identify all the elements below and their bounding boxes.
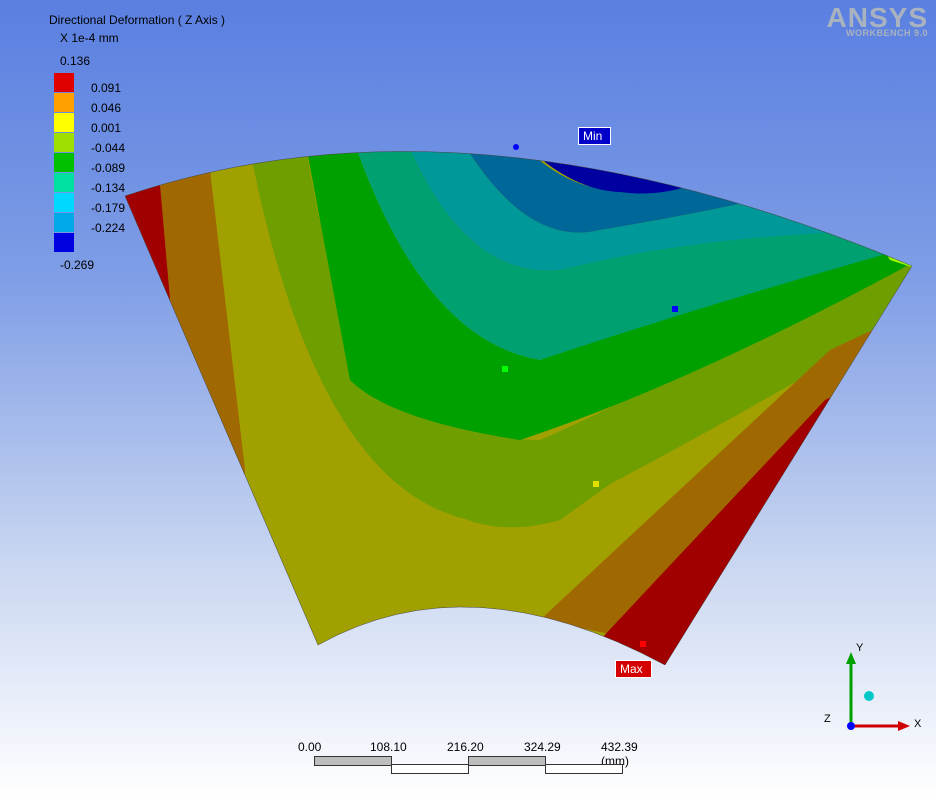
scale-tick-label: 324.29 xyxy=(524,740,561,754)
band-teal xyxy=(350,151,912,360)
probe-point xyxy=(513,144,519,150)
logo-name: ANSYS xyxy=(826,2,928,33)
min-probe-tag[interactable]: Min xyxy=(578,127,612,145)
legend-swatch xyxy=(54,173,74,192)
legend-swatch xyxy=(54,193,74,212)
band-cyan xyxy=(400,151,912,271)
probe-point xyxy=(502,366,508,372)
scale-bar: 0.00 108.10 216.20 324.29 432.39 (mm) xyxy=(296,738,656,788)
legend-value: 0.001 xyxy=(91,121,122,135)
probe-point xyxy=(593,481,599,487)
probe-point xyxy=(640,641,646,647)
triad-x-label: X xyxy=(914,718,922,730)
legend-value: 0.046 xyxy=(91,101,122,115)
logo-subtitle: WORKBENCH 9.0 xyxy=(845,28,928,38)
scale-segment xyxy=(314,756,392,766)
legend-value: -0.224 xyxy=(91,221,126,235)
band-olivegreen-main xyxy=(262,151,912,528)
coordinate-triad[interactable] xyxy=(818,640,928,750)
legend-value: -0.134 xyxy=(91,181,126,195)
triad-y-label: Y xyxy=(856,642,864,654)
legend-swatch xyxy=(54,233,74,252)
legend-value: -0.089 xyxy=(91,161,126,175)
scale-tick-label: 0.00 xyxy=(298,740,322,754)
legend-swatch xyxy=(54,213,74,232)
band-blueteal xyxy=(450,151,800,233)
legend-title: Directional Deformation ( Z Axis ) xyxy=(49,13,226,27)
legend-swatch xyxy=(54,133,74,152)
legend-unit: X 1e-4 mm xyxy=(60,31,119,45)
scale-segment xyxy=(545,764,623,774)
legend-swatch xyxy=(54,93,74,112)
scale-tick-label: 216.20 xyxy=(447,740,484,754)
scale-tick-label: 108.10 xyxy=(370,740,407,754)
legend-max-value: 0.136 xyxy=(60,54,91,68)
legend-swatch xyxy=(54,153,74,172)
triad-z-label: Z xyxy=(824,713,831,725)
legend-value: -0.179 xyxy=(91,201,126,215)
legend-swatch xyxy=(54,73,74,92)
legend-min-value: -0.269 xyxy=(60,258,95,272)
probe-point xyxy=(672,306,678,312)
scale-segment xyxy=(391,764,469,774)
ansys-logo: ANSYS WORKBENCH 9.0 xyxy=(827,2,928,38)
sector-outline xyxy=(124,151,913,666)
band-green xyxy=(305,151,912,440)
legend-value: -0.044 xyxy=(91,141,126,155)
legend-labels: 0.091 0.046 0.001 -0.044 -0.089 -0.134 -… xyxy=(91,81,125,241)
legend-swatch xyxy=(54,113,74,132)
scale-segment xyxy=(468,756,546,766)
legend-color-bar xyxy=(54,73,74,253)
band-orange-right xyxy=(540,300,912,640)
legend-value: 0.091 xyxy=(91,81,122,95)
max-probe-tag[interactable]: Max xyxy=(615,660,652,678)
